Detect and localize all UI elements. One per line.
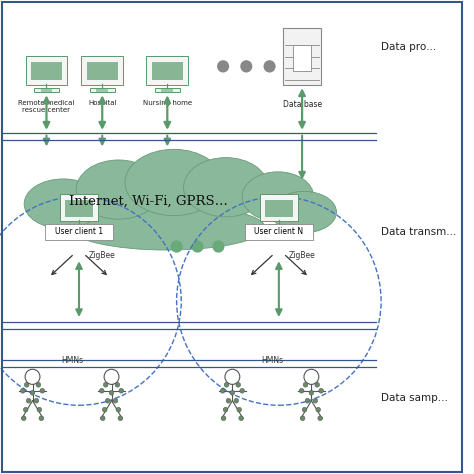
- FancyBboxPatch shape: [155, 88, 180, 92]
- Circle shape: [223, 407, 228, 412]
- Circle shape: [103, 383, 108, 387]
- FancyBboxPatch shape: [283, 28, 321, 85]
- Circle shape: [303, 383, 308, 387]
- Text: HMNs: HMNs: [261, 356, 283, 365]
- Circle shape: [212, 240, 225, 253]
- Text: ZigBee: ZigBee: [88, 252, 115, 260]
- Circle shape: [100, 416, 105, 420]
- FancyBboxPatch shape: [60, 194, 98, 221]
- Circle shape: [118, 416, 123, 420]
- Circle shape: [224, 383, 229, 387]
- FancyBboxPatch shape: [146, 55, 188, 85]
- Text: Internet, Wi-Fi, GPRS…: Internet, Wi-Fi, GPRS…: [69, 195, 228, 208]
- Text: Remote medical
rescue center: Remote medical rescue center: [18, 100, 75, 112]
- Circle shape: [115, 383, 120, 387]
- Circle shape: [299, 388, 304, 393]
- Circle shape: [30, 391, 35, 395]
- Circle shape: [304, 369, 319, 384]
- Circle shape: [102, 407, 107, 412]
- Circle shape: [319, 388, 323, 393]
- Text: User client N: User client N: [254, 228, 303, 236]
- Circle shape: [240, 60, 252, 73]
- Circle shape: [191, 240, 203, 253]
- FancyBboxPatch shape: [96, 89, 108, 91]
- FancyBboxPatch shape: [26, 55, 67, 85]
- Ellipse shape: [24, 179, 102, 229]
- Circle shape: [221, 416, 226, 420]
- Circle shape: [113, 398, 118, 403]
- Ellipse shape: [125, 149, 223, 216]
- Circle shape: [239, 416, 244, 420]
- Circle shape: [104, 369, 119, 384]
- Circle shape: [34, 398, 39, 403]
- Text: User client 1: User client 1: [55, 228, 103, 236]
- Circle shape: [225, 369, 240, 384]
- FancyBboxPatch shape: [65, 200, 93, 217]
- Circle shape: [171, 240, 182, 253]
- Circle shape: [26, 398, 31, 403]
- Circle shape: [217, 60, 229, 73]
- Circle shape: [105, 398, 110, 403]
- Circle shape: [25, 369, 40, 384]
- Circle shape: [226, 398, 231, 403]
- Text: Data base: Data base: [283, 100, 322, 109]
- FancyBboxPatch shape: [245, 224, 313, 240]
- FancyBboxPatch shape: [31, 62, 62, 81]
- Circle shape: [318, 416, 322, 420]
- Circle shape: [313, 398, 318, 403]
- FancyBboxPatch shape: [67, 224, 91, 228]
- FancyBboxPatch shape: [87, 62, 118, 81]
- Circle shape: [315, 383, 319, 387]
- Circle shape: [109, 391, 114, 395]
- Circle shape: [240, 388, 245, 393]
- FancyBboxPatch shape: [41, 89, 52, 91]
- Ellipse shape: [76, 160, 161, 219]
- Circle shape: [237, 407, 242, 412]
- FancyBboxPatch shape: [260, 194, 298, 221]
- FancyBboxPatch shape: [264, 200, 293, 217]
- Circle shape: [119, 388, 124, 393]
- FancyBboxPatch shape: [162, 89, 173, 91]
- Text: Data samp...: Data samp...: [381, 393, 448, 403]
- Text: ZigBee: ZigBee: [288, 252, 315, 260]
- Circle shape: [230, 391, 235, 395]
- Circle shape: [220, 388, 225, 393]
- Circle shape: [316, 407, 320, 412]
- Text: Hospital: Hospital: [88, 100, 117, 106]
- Circle shape: [39, 416, 44, 420]
- FancyBboxPatch shape: [34, 88, 59, 92]
- FancyBboxPatch shape: [267, 224, 291, 228]
- FancyBboxPatch shape: [74, 225, 84, 227]
- Text: Nursing home: Nursing home: [143, 100, 192, 106]
- Text: Data transm...: Data transm...: [381, 227, 456, 237]
- FancyBboxPatch shape: [273, 225, 284, 227]
- Circle shape: [234, 398, 238, 403]
- FancyBboxPatch shape: [45, 224, 113, 240]
- FancyBboxPatch shape: [90, 88, 115, 92]
- Circle shape: [20, 388, 25, 393]
- Circle shape: [21, 416, 26, 420]
- Ellipse shape: [183, 158, 268, 217]
- Ellipse shape: [70, 205, 265, 250]
- Circle shape: [36, 383, 41, 387]
- Ellipse shape: [272, 191, 337, 233]
- FancyBboxPatch shape: [152, 62, 183, 81]
- Circle shape: [40, 388, 45, 393]
- Circle shape: [300, 416, 305, 420]
- Ellipse shape: [242, 172, 314, 222]
- Circle shape: [116, 407, 121, 412]
- Circle shape: [37, 407, 42, 412]
- Circle shape: [302, 407, 307, 412]
- Text: Data pro...: Data pro...: [381, 42, 437, 53]
- Circle shape: [236, 383, 241, 387]
- Circle shape: [23, 407, 28, 412]
- Circle shape: [309, 391, 314, 395]
- Circle shape: [100, 388, 104, 393]
- FancyBboxPatch shape: [293, 45, 311, 71]
- Circle shape: [305, 398, 310, 403]
- Circle shape: [24, 383, 29, 387]
- FancyBboxPatch shape: [82, 55, 123, 85]
- Circle shape: [264, 60, 275, 73]
- Text: HMNs: HMNs: [61, 356, 83, 365]
